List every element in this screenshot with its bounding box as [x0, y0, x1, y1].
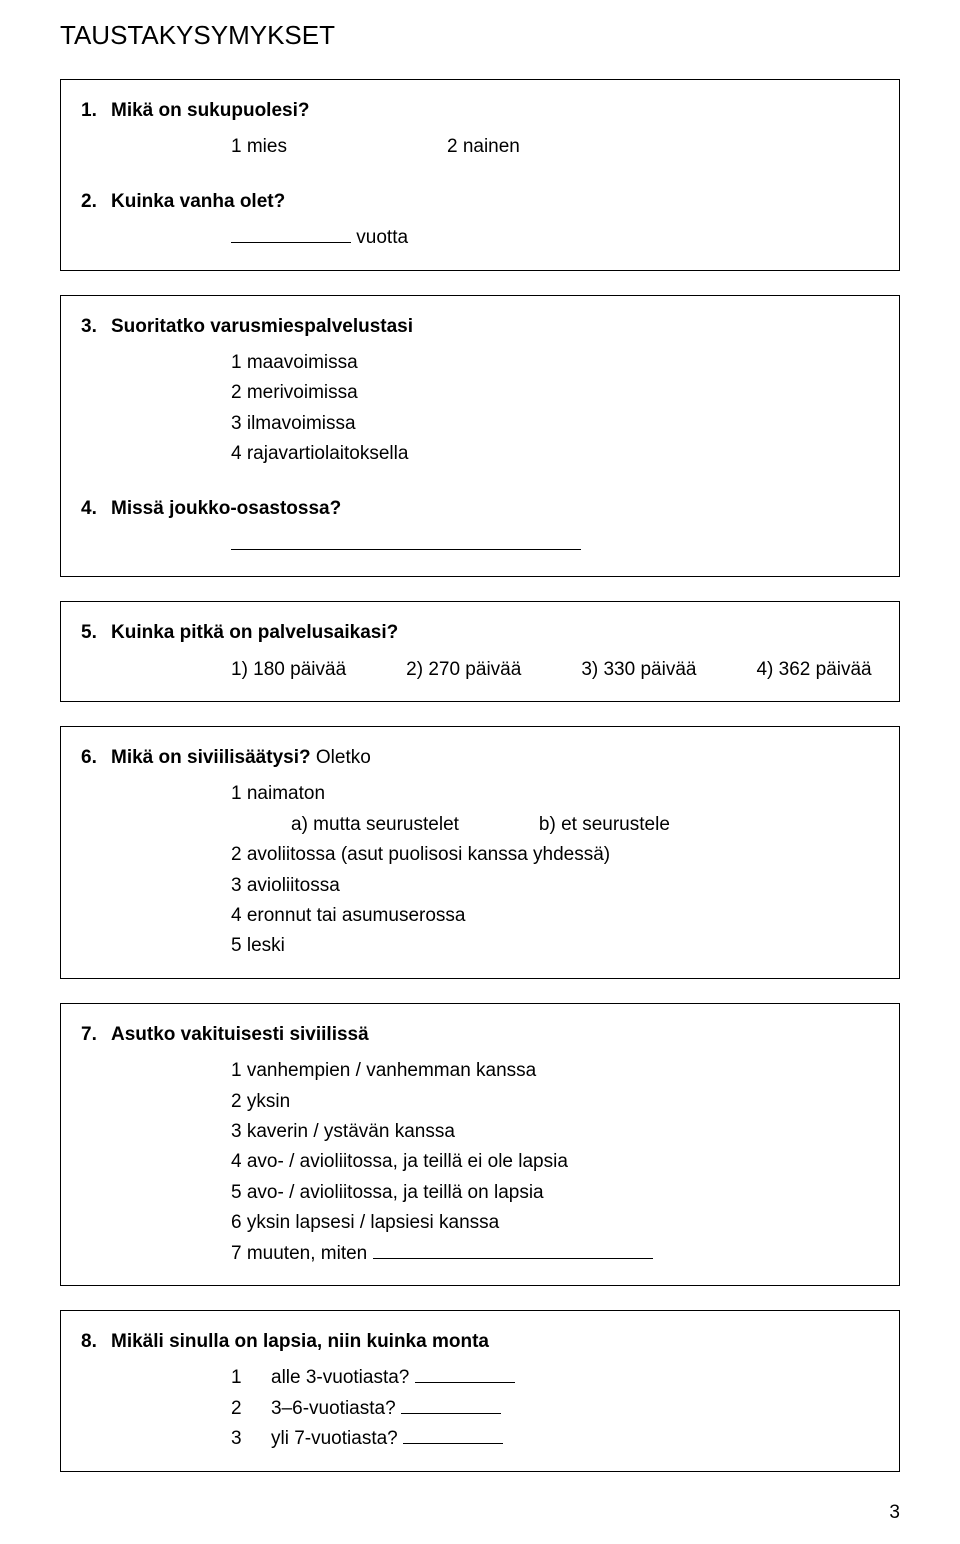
q8-text: Mikäli sinulla on lapsia, niin kuinka mo…	[111, 1327, 879, 1357]
q5-num: 5.	[81, 618, 111, 648]
q2-num: 2.	[81, 187, 111, 217]
q5-opt-3: 3) 330 päivää	[581, 655, 696, 685]
q3-opt-1: 1 maavoimissa	[231, 348, 879, 378]
q7-opt-4: 4 avo- / avioliitossa, ja teillä ei ole …	[231, 1147, 879, 1177]
q4-num: 4.	[81, 494, 111, 524]
page-title: TAUSTAKYSYMYKSET	[60, 20, 900, 51]
q7-text: Asutko vakituisesti siviilissä	[111, 1020, 879, 1050]
q3-num: 3.	[81, 312, 111, 342]
question-box-1: 1. Mikä on sukupuolesi? 1 mies 2 nainen …	[60, 79, 900, 271]
page-number: 3	[60, 1502, 900, 1524]
question-box-6: 8. Mikäli sinulla on lapsia, niin kuinka…	[60, 1310, 900, 1472]
q6-opt-5: 5 leski	[231, 931, 879, 961]
q8-row3-t: yli 7-vuotiasta?	[271, 1428, 398, 1449]
q6-text: Mikä on siviilisäätysi?	[111, 747, 311, 768]
q8-row2-fill[interactable]	[401, 1413, 501, 1414]
q8-row3-n: 3	[231, 1424, 271, 1454]
q8-row2-t: 3–6-vuotiasta?	[271, 1398, 396, 1419]
question-box-2: 3. Suoritatko varusmiespalvelustasi 1 ma…	[60, 295, 900, 578]
question-box-3: 5. Kuinka pitkä on palvelusaikasi? 1) 18…	[60, 601, 900, 702]
q8-row2-n: 2	[231, 1394, 271, 1424]
q2-fill[interactable]	[231, 242, 351, 243]
q2-text: Kuinka vanha olet?	[111, 187, 879, 217]
question-box-4: 6. Mikä on siviilisäätysi? Oletko 1 naim…	[60, 726, 900, 979]
q1-text: Mikä on sukupuolesi?	[111, 96, 879, 126]
q3-text: Suoritatko varusmiespalvelustasi	[111, 312, 879, 342]
q7-opt-2: 2 yksin	[231, 1087, 879, 1117]
q8-row1-fill[interactable]	[415, 1382, 515, 1383]
q3-opt-2: 2 merivoimissa	[231, 378, 879, 408]
q7-opt-3: 3 kaverin / ystävän kanssa	[231, 1117, 879, 1147]
q5-text: Kuinka pitkä on palvelusaikasi?	[111, 618, 879, 648]
q7-opt-5: 5 avo- / avioliitossa, ja teillä on laps…	[231, 1178, 879, 1208]
q7-fill[interactable]	[373, 1258, 653, 1259]
q1-opt-1: 1 mies	[231, 132, 287, 162]
q6-opt-1: 1 naimaton	[231, 779, 879, 809]
q6-opt-4: 4 eronnut tai asumuserossa	[231, 901, 879, 931]
q6-opt-3: 3 avioliitossa	[231, 871, 879, 901]
q6-suffix: Oletko	[311, 747, 371, 768]
q7-opt-7: 7 muuten, miten	[231, 1243, 373, 1264]
q7-opt-1: 1 vanhempien / vanhemman kanssa	[231, 1056, 879, 1086]
question-box-5: 7. Asutko vakituisesti siviilissä 1 vanh…	[60, 1003, 900, 1286]
q8-row3-fill[interactable]	[403, 1443, 503, 1444]
q3-opt-3: 3 ilmavoimissa	[231, 409, 879, 439]
q6-opt-2: 2 avoliitossa (asut puolisosi kanssa yhd…	[231, 840, 879, 870]
q4-fill[interactable]	[231, 549, 581, 550]
q5-opt-1: 1) 180 päivää	[231, 655, 346, 685]
q1-num: 1.	[81, 96, 111, 126]
q5-opt-2: 2) 270 päivää	[406, 655, 521, 685]
q6-num: 6.	[81, 743, 111, 773]
q1-opt-2: 2 nainen	[447, 132, 520, 162]
q2-suffix: vuotta	[356, 227, 408, 248]
q8-num: 8.	[81, 1327, 111, 1357]
q6-opt-1a: a) mutta seurustelet	[291, 810, 459, 840]
q7-num: 7.	[81, 1020, 111, 1050]
q6-opt-1b: b) et seurustele	[539, 810, 670, 840]
q3-opt-4: 4 rajavartiolaitoksella	[231, 439, 879, 469]
q5-opt-4: 4) 362 päivää	[756, 655, 871, 685]
q4-text: Missä joukko-osastossa?	[111, 494, 879, 524]
q7-opt-6: 6 yksin lapsesi / lapsiesi kanssa	[231, 1208, 879, 1238]
q8-row1-n: 1	[231, 1363, 271, 1393]
q8-row1-t: alle 3-vuotiasta?	[271, 1367, 409, 1388]
